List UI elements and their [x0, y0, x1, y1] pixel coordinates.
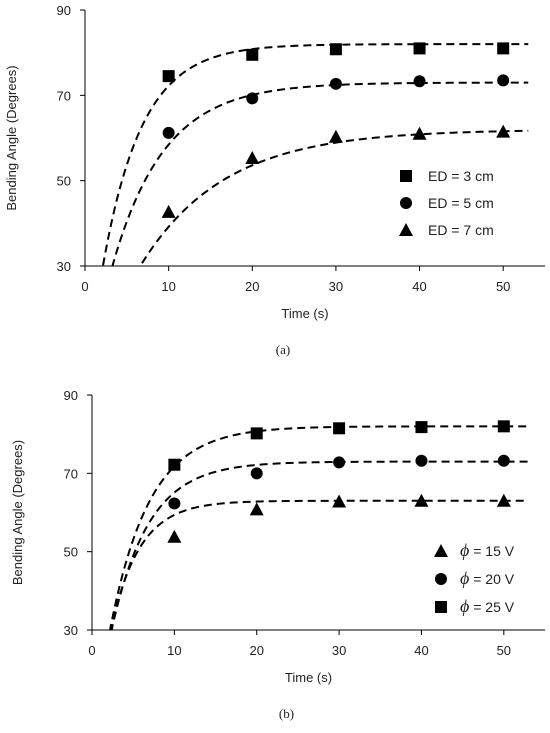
y-tick-label: 70 [57, 88, 71, 103]
data-point [415, 454, 428, 467]
legend: ED = 3 cm ED = 5 cm ED = 7 cm [399, 168, 494, 238]
legend-marker [400, 197, 412, 209]
data-point [412, 126, 427, 140]
x-axis-label: Time (s) [285, 670, 332, 685]
chart-b: 30 50 70 90 0 10 20 30 40 50 Time (s) Bending Angle… [10, 388, 545, 721]
data-point [497, 74, 510, 87]
data-point [328, 129, 343, 143]
x-tick-label: 0 [88, 643, 95, 658]
data-point [413, 75, 426, 88]
x-tick-label: 0 [81, 279, 88, 294]
fit-curve-1 [109, 499, 529, 630]
legend-label: ED = 5 cm [428, 195, 494, 211]
y-tick-label: 90 [64, 388, 78, 403]
data-point [246, 92, 259, 105]
x-tick-label: 20 [245, 279, 259, 294]
legend-marker [435, 601, 447, 613]
series-2 [162, 74, 510, 139]
data-point [246, 48, 259, 61]
data-point [250, 467, 263, 480]
legend-marker [434, 544, 448, 557]
legend-phi-symbol: ϕ [460, 568, 469, 588]
data-point [162, 70, 175, 83]
legend-label: ϕ = 25 V [460, 596, 515, 616]
series-1 [167, 493, 511, 543]
data-point [167, 529, 182, 543]
x-tick-label: 50 [496, 279, 510, 294]
data-point [250, 427, 263, 440]
y-tick-label: 30 [64, 623, 78, 638]
legend-label: ED = 3 cm [428, 168, 494, 184]
x-tick-label: 20 [249, 643, 263, 658]
figure-caption: (b) [279, 706, 294, 721]
y-tick-label: 90 [57, 3, 71, 18]
fit-curve-2 [111, 81, 529, 266]
fit-curve-3 [108, 425, 529, 630]
data-point [333, 456, 346, 469]
data-point [249, 502, 264, 516]
y-tick-label: 50 [57, 174, 71, 189]
fit-curves [108, 425, 529, 630]
data-point [497, 420, 510, 433]
y-tick-label: 30 [57, 259, 71, 274]
y-tick-label: 70 [64, 466, 78, 481]
x-axis-label: Time (s) [281, 306, 328, 321]
fit-curves [101, 43, 529, 266]
figure-caption: (a) [276, 342, 290, 357]
chart-a: 30 50 70 90 0 10 20 30 40 50 Time (s) Bending Angle… [4, 3, 545, 357]
data-point [245, 151, 260, 165]
data-point [413, 42, 426, 55]
data-point [415, 421, 428, 434]
legend-label: ϕ = 20 V [460, 568, 515, 588]
data-point [162, 126, 175, 139]
series-3 [161, 124, 511, 218]
x-tick-label: 40 [412, 279, 426, 294]
data-point [414, 493, 429, 507]
series-2 [168, 454, 510, 510]
data-point [496, 124, 511, 138]
series-3 [168, 420, 510, 471]
legend-marker [400, 170, 412, 182]
y-tick-label: 50 [64, 545, 78, 560]
data-point [168, 458, 181, 471]
fit-curve-3 [139, 129, 529, 266]
y-axis-label: Bending Angle (Degrees) [4, 65, 19, 210]
legend-phi-symbol: ϕ [460, 540, 469, 560]
x-tick-label: 30 [329, 279, 343, 294]
x-tick-label: 40 [414, 643, 428, 658]
x-tick-label: 30 [332, 643, 346, 658]
data-point [496, 493, 511, 507]
data-point [497, 42, 510, 55]
data-point [497, 454, 510, 467]
legend-label-rest: = 15 V [469, 543, 514, 559]
legend-phi-symbol: ϕ [460, 596, 469, 616]
legend-marker [399, 223, 413, 236]
fit-curve-2 [110, 460, 529, 630]
data-point [329, 77, 342, 90]
legend-label-rest: = 20 V [469, 571, 514, 587]
x-tick-label: 10 [167, 643, 181, 658]
x-tick-label: 50 [497, 643, 511, 658]
legend-label: ED = 7 cm [428, 222, 494, 238]
legend-marker [435, 573, 447, 585]
data-point [333, 422, 346, 435]
data-point [329, 43, 342, 56]
data-point [161, 204, 176, 218]
legend-label-rest: = 25 V [469, 599, 514, 615]
legend: ϕ = 15 Vϕ = 20 Vϕ = 25 V [434, 540, 515, 616]
data-point [332, 494, 347, 508]
series-1 [162, 42, 510, 83]
data-point [168, 497, 181, 510]
fit-curve-1 [101, 43, 529, 266]
legend-label: ϕ = 15 V [460, 540, 515, 560]
x-tick-label: 10 [161, 279, 175, 294]
y-axis-label: Bending Angle (Degrees) [10, 440, 25, 585]
